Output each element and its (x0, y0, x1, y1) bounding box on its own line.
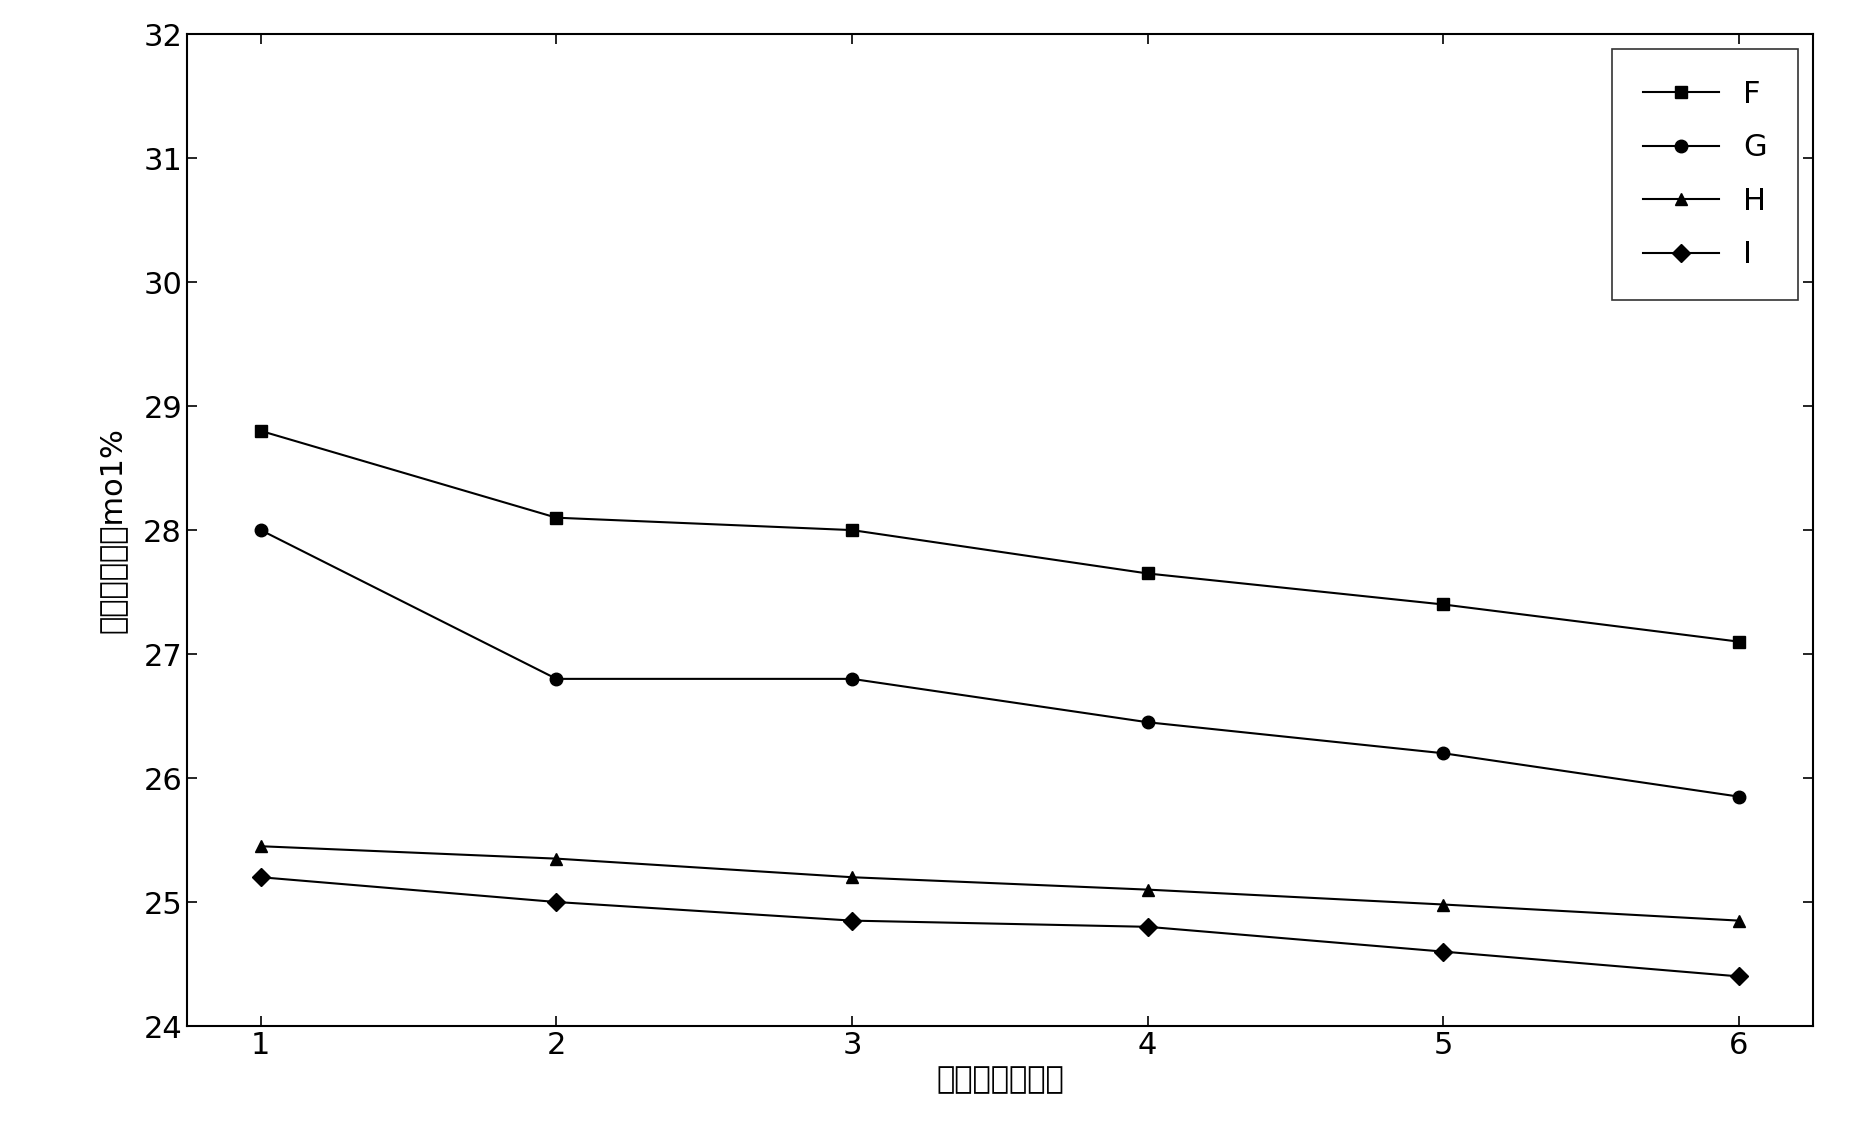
H (1432, 897, 1454, 911)
I (1432, 945, 1454, 959)
H (1727, 914, 1749, 928)
H (1136, 882, 1159, 896)
F (250, 424, 273, 438)
H (841, 871, 863, 885)
I (250, 871, 273, 885)
G (1136, 716, 1159, 730)
Line: H: H (254, 840, 1746, 927)
Legend: F, G, H, I: F, G, H, I (1613, 49, 1798, 300)
Line: I: I (254, 871, 1746, 983)
G (1727, 790, 1749, 804)
I (546, 895, 568, 909)
X-axis label: 反应时间，小时: 反应时间，小时 (936, 1066, 1063, 1094)
H (546, 852, 568, 865)
F (1432, 597, 1454, 611)
F (546, 511, 568, 524)
H (250, 839, 273, 853)
I (841, 914, 863, 928)
I (1136, 920, 1159, 934)
Line: G: G (254, 524, 1746, 803)
G (250, 523, 273, 537)
G (1432, 747, 1454, 760)
G (841, 671, 863, 685)
F (841, 523, 863, 537)
F (1727, 635, 1749, 649)
G (546, 671, 568, 685)
F (1136, 567, 1159, 580)
Line: F: F (254, 425, 1746, 648)
Y-axis label: 丙烷转化率，mo1%: 丙烷转化率，mo1% (97, 428, 127, 633)
I (1727, 969, 1749, 983)
